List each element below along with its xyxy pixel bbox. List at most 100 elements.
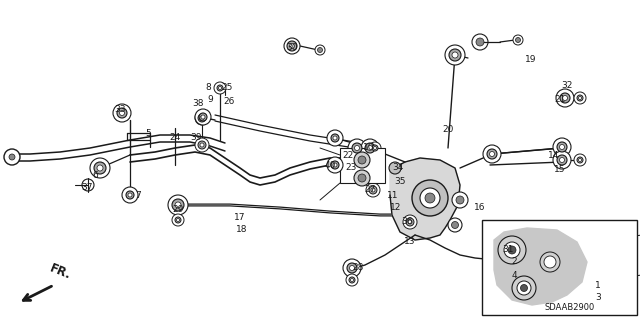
Text: 36: 36: [401, 218, 413, 226]
Circle shape: [579, 97, 582, 100]
Circle shape: [557, 142, 567, 152]
Circle shape: [372, 145, 378, 151]
Circle shape: [317, 48, 323, 53]
Circle shape: [200, 116, 204, 120]
Circle shape: [487, 149, 497, 159]
Circle shape: [472, 34, 488, 50]
Text: 11: 11: [387, 190, 399, 199]
Circle shape: [508, 246, 516, 254]
Circle shape: [369, 142, 381, 154]
Circle shape: [556, 89, 574, 107]
Text: 19: 19: [525, 56, 537, 64]
Circle shape: [94, 162, 106, 174]
Circle shape: [369, 186, 377, 194]
Circle shape: [200, 143, 204, 147]
Text: 5: 5: [145, 129, 151, 137]
Circle shape: [498, 236, 526, 264]
Circle shape: [559, 158, 564, 162]
Circle shape: [406, 218, 414, 226]
Text: 23: 23: [346, 164, 356, 173]
Circle shape: [361, 139, 379, 157]
Circle shape: [420, 188, 440, 208]
Circle shape: [126, 191, 134, 199]
Circle shape: [97, 165, 103, 171]
Circle shape: [195, 138, 209, 152]
Text: 40: 40: [324, 160, 336, 169]
Circle shape: [557, 155, 567, 165]
Text: 1: 1: [595, 280, 601, 290]
Bar: [482, 220, 637, 315]
Circle shape: [374, 146, 376, 150]
Text: 31: 31: [502, 246, 514, 255]
Circle shape: [120, 110, 125, 115]
Circle shape: [82, 179, 94, 191]
Circle shape: [366, 183, 380, 197]
Circle shape: [574, 154, 586, 166]
Circle shape: [365, 143, 375, 153]
Text: 35: 35: [394, 176, 406, 186]
Text: 22: 22: [342, 151, 354, 160]
Text: 39: 39: [190, 133, 202, 143]
Circle shape: [560, 93, 570, 103]
Text: 6: 6: [92, 170, 98, 180]
Circle shape: [504, 240, 520, 256]
Text: 37: 37: [81, 183, 93, 192]
Text: 34: 34: [392, 164, 404, 173]
Circle shape: [346, 274, 358, 286]
Circle shape: [315, 45, 325, 55]
Circle shape: [195, 111, 209, 125]
Circle shape: [515, 38, 520, 42]
Circle shape: [579, 159, 582, 161]
Circle shape: [371, 188, 375, 192]
Text: 27: 27: [364, 186, 376, 195]
Circle shape: [354, 170, 370, 186]
Circle shape: [284, 38, 300, 54]
Circle shape: [195, 109, 211, 125]
Circle shape: [517, 281, 531, 295]
Circle shape: [355, 145, 360, 151]
Text: 33: 33: [115, 105, 125, 114]
Circle shape: [559, 145, 564, 150]
Circle shape: [367, 145, 372, 151]
Circle shape: [577, 157, 583, 163]
Circle shape: [509, 253, 515, 257]
Text: 38: 38: [192, 100, 204, 108]
Text: 24: 24: [170, 133, 180, 143]
Circle shape: [448, 218, 462, 232]
Circle shape: [327, 157, 343, 173]
Circle shape: [451, 221, 458, 228]
Circle shape: [490, 152, 495, 157]
Circle shape: [544, 256, 556, 268]
Circle shape: [168, 195, 188, 215]
Circle shape: [574, 92, 586, 104]
Circle shape: [553, 138, 571, 156]
Circle shape: [4, 149, 20, 165]
Circle shape: [331, 134, 339, 142]
Text: 26: 26: [223, 97, 235, 106]
Circle shape: [513, 35, 523, 45]
Circle shape: [352, 143, 362, 153]
Circle shape: [214, 82, 226, 94]
Circle shape: [577, 95, 583, 101]
Text: 28: 28: [352, 263, 364, 272]
Circle shape: [403, 215, 417, 229]
Text: 15: 15: [554, 165, 566, 174]
Circle shape: [172, 214, 184, 226]
Circle shape: [504, 242, 520, 258]
Text: 17: 17: [234, 213, 246, 222]
Bar: [340, 148, 385, 183]
Circle shape: [113, 104, 131, 122]
Text: 10: 10: [364, 144, 375, 152]
Circle shape: [507, 250, 517, 260]
Circle shape: [348, 139, 366, 157]
Circle shape: [476, 38, 484, 46]
Circle shape: [540, 252, 560, 272]
Text: 21: 21: [554, 95, 566, 105]
Text: 30: 30: [286, 42, 298, 51]
Text: 7: 7: [135, 191, 141, 201]
Circle shape: [218, 86, 221, 90]
Circle shape: [177, 219, 179, 221]
Circle shape: [412, 180, 448, 216]
Text: 20: 20: [442, 125, 454, 135]
Circle shape: [327, 130, 343, 146]
